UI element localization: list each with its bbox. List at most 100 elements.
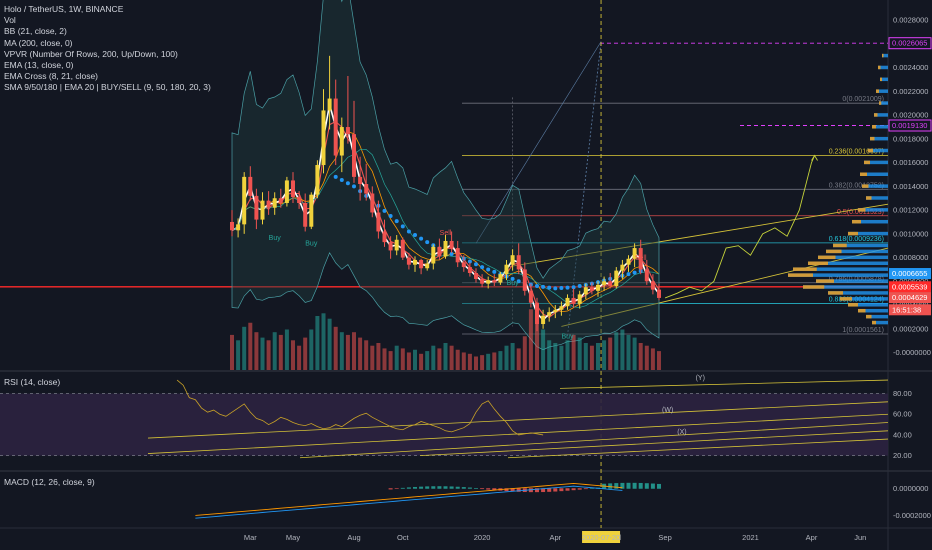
vpvr-bar-down	[860, 172, 867, 177]
price-tag-box	[889, 292, 931, 304]
candle-body	[406, 257, 411, 265]
ma-dot	[382, 208, 387, 213]
indicator-ema[interactable]: EMA (13, close, 0)	[4, 60, 74, 71]
macd-histogram-bar	[620, 482, 625, 489]
macd-histogram-bar	[437, 486, 442, 489]
indicator-ma[interactable]: MA (200, close, 0)	[4, 37, 73, 48]
ma-dot	[419, 236, 424, 241]
rsi-annotation: (X)	[677, 429, 686, 436]
price-tag-label: 0.0026065	[892, 39, 927, 48]
vpvr-bar-down	[878, 65, 881, 70]
candle-body	[467, 267, 472, 273]
ma-dot	[510, 276, 515, 281]
ma-dot	[345, 181, 350, 186]
ma-dot	[626, 272, 631, 277]
candle-body	[394, 239, 399, 251]
vpvr-bar	[878, 65, 888, 70]
ma-dot	[406, 229, 411, 234]
candle-body	[486, 280, 491, 284]
volume-bar	[358, 337, 363, 370]
vpvr-bar	[828, 291, 888, 295]
volume-bar	[242, 326, 247, 370]
candle-body	[559, 306, 564, 310]
macd-histogram-bar	[474, 488, 478, 489]
volume-bar	[504, 345, 509, 370]
macd-histogram-bar	[559, 488, 564, 492]
volume-bar	[449, 345, 454, 370]
macd-line	[195, 485, 623, 519]
candle-body	[266, 200, 271, 208]
price-tag-box	[889, 268, 931, 280]
volume-bar	[596, 343, 600, 370]
symbol-title[interactable]: Holo / TetherUS, 1W, BINANCE	[4, 4, 124, 14]
time-tick-label: Sep	[658, 533, 671, 542]
time-tick-label: Aug	[347, 533, 360, 542]
indicator-vpvr[interactable]: VPVR (Number Of Rows, 200, Up/Down, 100)	[4, 48, 178, 59]
price-tick-label: 0.0022000	[893, 87, 928, 96]
volume-bar	[626, 334, 631, 370]
buy-signal: Buy	[507, 280, 520, 287]
vpvr-bar-down	[840, 297, 852, 301]
vpvr-bar	[864, 160, 888, 165]
vpvr-bar-down	[870, 136, 875, 141]
indicator-ema-cross[interactable]: EMA Cross (8, 21, close)	[4, 71, 99, 82]
indicator-vol[interactable]: Vol	[4, 15, 16, 26]
candle-body	[260, 200, 265, 220]
vpvr-bar	[848, 231, 888, 236]
time-axis[interactable]: MarMayAugOct2020AprJulSep2021AprJun2020-…	[244, 531, 867, 543]
macd-pane[interactable]: 0.0000000 -0.0002000	[195, 482, 931, 520]
macd-histogram-bar	[449, 486, 454, 489]
candle-body	[339, 127, 344, 156]
candle-body	[413, 259, 417, 265]
vpvr-bar-down	[866, 196, 872, 200]
volume-bar	[486, 353, 491, 370]
ma-dot	[333, 174, 338, 179]
volume-bar	[510, 343, 515, 370]
candle-body	[480, 278, 485, 284]
volume-bar	[474, 356, 478, 370]
time-tick-label: Jun	[854, 533, 866, 542]
price-tag-label: 0.0006655	[892, 269, 927, 278]
rsi-trend-line	[299, 422, 889, 459]
vpvr-bar-down	[862, 184, 869, 188]
candle-body	[571, 297, 576, 304]
macd-histogram-bar	[443, 486, 448, 489]
volume-bar	[431, 345, 436, 370]
volume-bar	[571, 334, 576, 370]
macd-signal-line	[195, 482, 623, 516]
macd-label[interactable]: MACD (12, 26, close, 9)	[4, 477, 95, 487]
vpvr-bar	[862, 184, 888, 188]
volume-bar	[632, 337, 637, 370]
indicator-bb[interactable]: BB (21, close, 2)	[4, 26, 67, 37]
candle-body	[248, 176, 253, 196]
macd-histogram-bar	[541, 488, 546, 493]
time-tick-label: 2021	[742, 533, 759, 542]
vpvr-bar-down	[826, 249, 842, 254]
vpvr-bar-down	[874, 113, 878, 117]
ma-dot	[571, 285, 576, 290]
candle-body	[614, 270, 619, 287]
vpvr-bar	[808, 261, 888, 266]
macd-histogram-bar	[547, 488, 552, 492]
volume-bar	[236, 340, 241, 370]
vpvr-bar-down	[848, 303, 858, 307]
rsi-label[interactable]: RSI (14, close)	[4, 377, 61, 387]
vpvr-bar	[852, 219, 888, 224]
ma-dot	[352, 184, 356, 189]
ma-dot	[632, 270, 637, 275]
macd-histogram-bar	[632, 482, 637, 489]
volume-bar	[602, 340, 607, 370]
volume-bar	[443, 343, 448, 370]
rsi-tick-label: 20.00	[893, 451, 912, 460]
rsi-pane[interactable]: 80.00 60.00 40.00 20.00 (Y) (W) (X)	[0, 375, 912, 460]
volume-bar	[352, 332, 356, 370]
trend-line	[475, 41, 602, 244]
price-axis[interactable]: 0.00280000.00260000.00240000.00220000.00…	[888, 16, 932, 357]
indicator-sma-buy-sell[interactable]: SMA 9/50/180 | EMA 20 | BUY/SELL (9, 50,…	[4, 82, 211, 93]
volume-bar	[291, 340, 295, 370]
time-tick-label: Apr	[549, 533, 561, 542]
price-tick-label: 0.0024000	[893, 63, 928, 72]
time-tick-label: May	[286, 533, 300, 542]
vpvr-bar-down	[858, 208, 866, 212]
